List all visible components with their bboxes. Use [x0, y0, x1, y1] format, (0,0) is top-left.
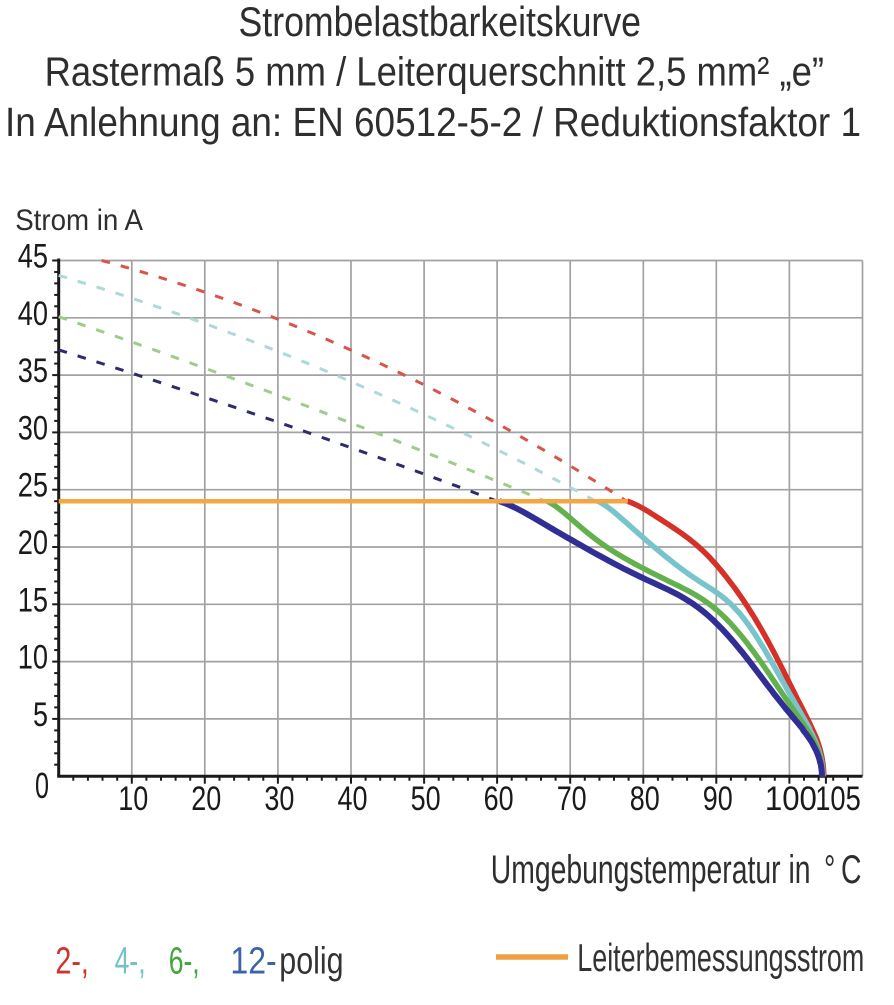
svg-text:Umgebungstemperatur in ° C: Umgebungstemperatur in ° C [491, 848, 862, 892]
svg-text:10: 10 [118, 780, 148, 818]
svg-text:100: 100 [765, 780, 817, 818]
svg-text:Strombelastbarkeitskurve: Strombelastbarkeitskurve [239, 0, 642, 45]
svg-text:6-,: 6-, [169, 941, 200, 983]
svg-text:12-: 12- [230, 941, 276, 983]
svg-text:30: 30 [18, 409, 48, 447]
svg-text:80: 80 [630, 780, 660, 818]
svg-text:15: 15 [18, 581, 48, 619]
svg-text:Leiterbemessungsstrom: Leiterbemessungsstrom [577, 937, 864, 980]
svg-text:Rastermaß 5 mm / Leiterquersch: Rastermaß 5 mm / Leiterquerschnitt 2,5 m… [45, 49, 824, 95]
svg-text:2-,: 2-, [55, 941, 89, 983]
svg-text:Strom in A: Strom in A [15, 204, 143, 237]
svg-text:90: 90 [703, 780, 733, 818]
svg-text:10: 10 [18, 639, 48, 677]
svg-text:45: 45 [18, 238, 48, 276]
svg-text:40: 40 [18, 295, 48, 333]
svg-text:105: 105 [815, 780, 861, 818]
svg-text:25: 25 [18, 467, 48, 505]
svg-text:polig: polig [279, 941, 343, 983]
svg-text:70: 70 [557, 780, 587, 818]
svg-text:40: 40 [338, 780, 368, 818]
svg-text:60: 60 [484, 780, 514, 818]
svg-text:35: 35 [18, 352, 48, 390]
svg-text:0: 0 [35, 765, 49, 806]
svg-text:5: 5 [33, 696, 48, 734]
svg-text:30: 30 [264, 780, 294, 818]
svg-text:20: 20 [18, 524, 48, 562]
svg-text:20: 20 [191, 780, 221, 818]
svg-text:In Anlehnung an: EN 60512-5-2: In Anlehnung an: EN 60512-5-2 / Reduktio… [5, 99, 861, 145]
svg-text:4-,: 4-, [115, 941, 146, 983]
svg-text:50: 50 [411, 780, 441, 818]
